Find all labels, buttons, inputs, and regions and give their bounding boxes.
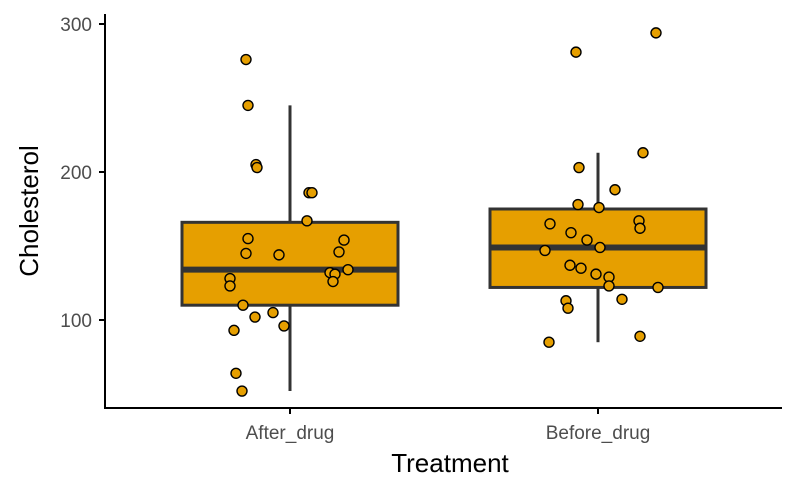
data-point-after-drug — [273, 249, 285, 261]
x-axis-title: Treatment — [391, 448, 509, 478]
points-layer — [224, 27, 664, 397]
data-point-after-drug — [251, 161, 263, 174]
data-point-after-drug — [240, 53, 252, 66]
data-point-after-drug — [242, 99, 254, 112]
data-point-after-drug — [327, 275, 339, 288]
data-point-after-drug — [237, 299, 249, 311]
ticks-layer: 100 200 300 After_drug Before_drug — [60, 15, 650, 444]
data-point-before-drug — [570, 46, 582, 58]
data-point-before-drug — [564, 259, 576, 271]
axes-layer — [104, 14, 782, 409]
data-point-after-drug — [230, 367, 242, 379]
data-point-after-drug — [228, 324, 240, 337]
data-point-before-drug — [637, 147, 649, 159]
data-point-after-drug — [242, 232, 254, 245]
data-point-after-drug — [301, 215, 313, 227]
data-point-after-drug — [240, 247, 252, 260]
y-axis-title: Cholesterol — [14, 145, 44, 277]
data-point-after-drug — [338, 234, 350, 246]
data-point-before-drug — [616, 293, 628, 305]
data-point-before-drug — [581, 234, 593, 246]
data-point-before-drug — [609, 184, 621, 196]
data-point-after-drug — [224, 280, 236, 292]
data-point-before-drug — [650, 27, 662, 39]
y-tick-label: 300 — [60, 15, 92, 36]
data-point-before-drug — [544, 218, 556, 230]
data-point-before-drug — [573, 161, 585, 174]
data-point-after-drug — [267, 306, 279, 319]
data-point-before-drug — [562, 302, 574, 314]
data-point-after-drug — [236, 385, 248, 397]
data-point-before-drug — [603, 280, 615, 292]
data-point-before-drug — [565, 226, 577, 239]
x-tick-label: Before_drug — [546, 423, 651, 444]
data-point-before-drug — [634, 222, 646, 234]
x-tick-label: After_drug — [246, 423, 335, 444]
data-point-after-drug — [249, 311, 261, 323]
data-point-before-drug — [572, 198, 584, 211]
data-point-before-drug — [590, 268, 602, 280]
y-tick-label: 100 — [60, 311, 92, 332]
data-point-after-drug — [306, 187, 318, 199]
data-point-after-drug — [342, 263, 354, 276]
data-point-before-drug — [543, 336, 555, 348]
data-point-after-drug — [333, 246, 345, 258]
data-point-before-drug — [575, 262, 587, 274]
box-after-drug — [180, 220, 400, 307]
data-point-after-drug — [278, 320, 290, 332]
data-point-before-drug — [593, 201, 605, 214]
data-point-before-drug — [594, 241, 606, 254]
y-tick-label: 200 — [60, 163, 92, 184]
data-point-before-drug — [634, 330, 646, 342]
data-point-before-drug — [539, 244, 551, 257]
data-point-before-drug — [652, 281, 664, 294]
boxes-layer — [180, 105, 708, 392]
